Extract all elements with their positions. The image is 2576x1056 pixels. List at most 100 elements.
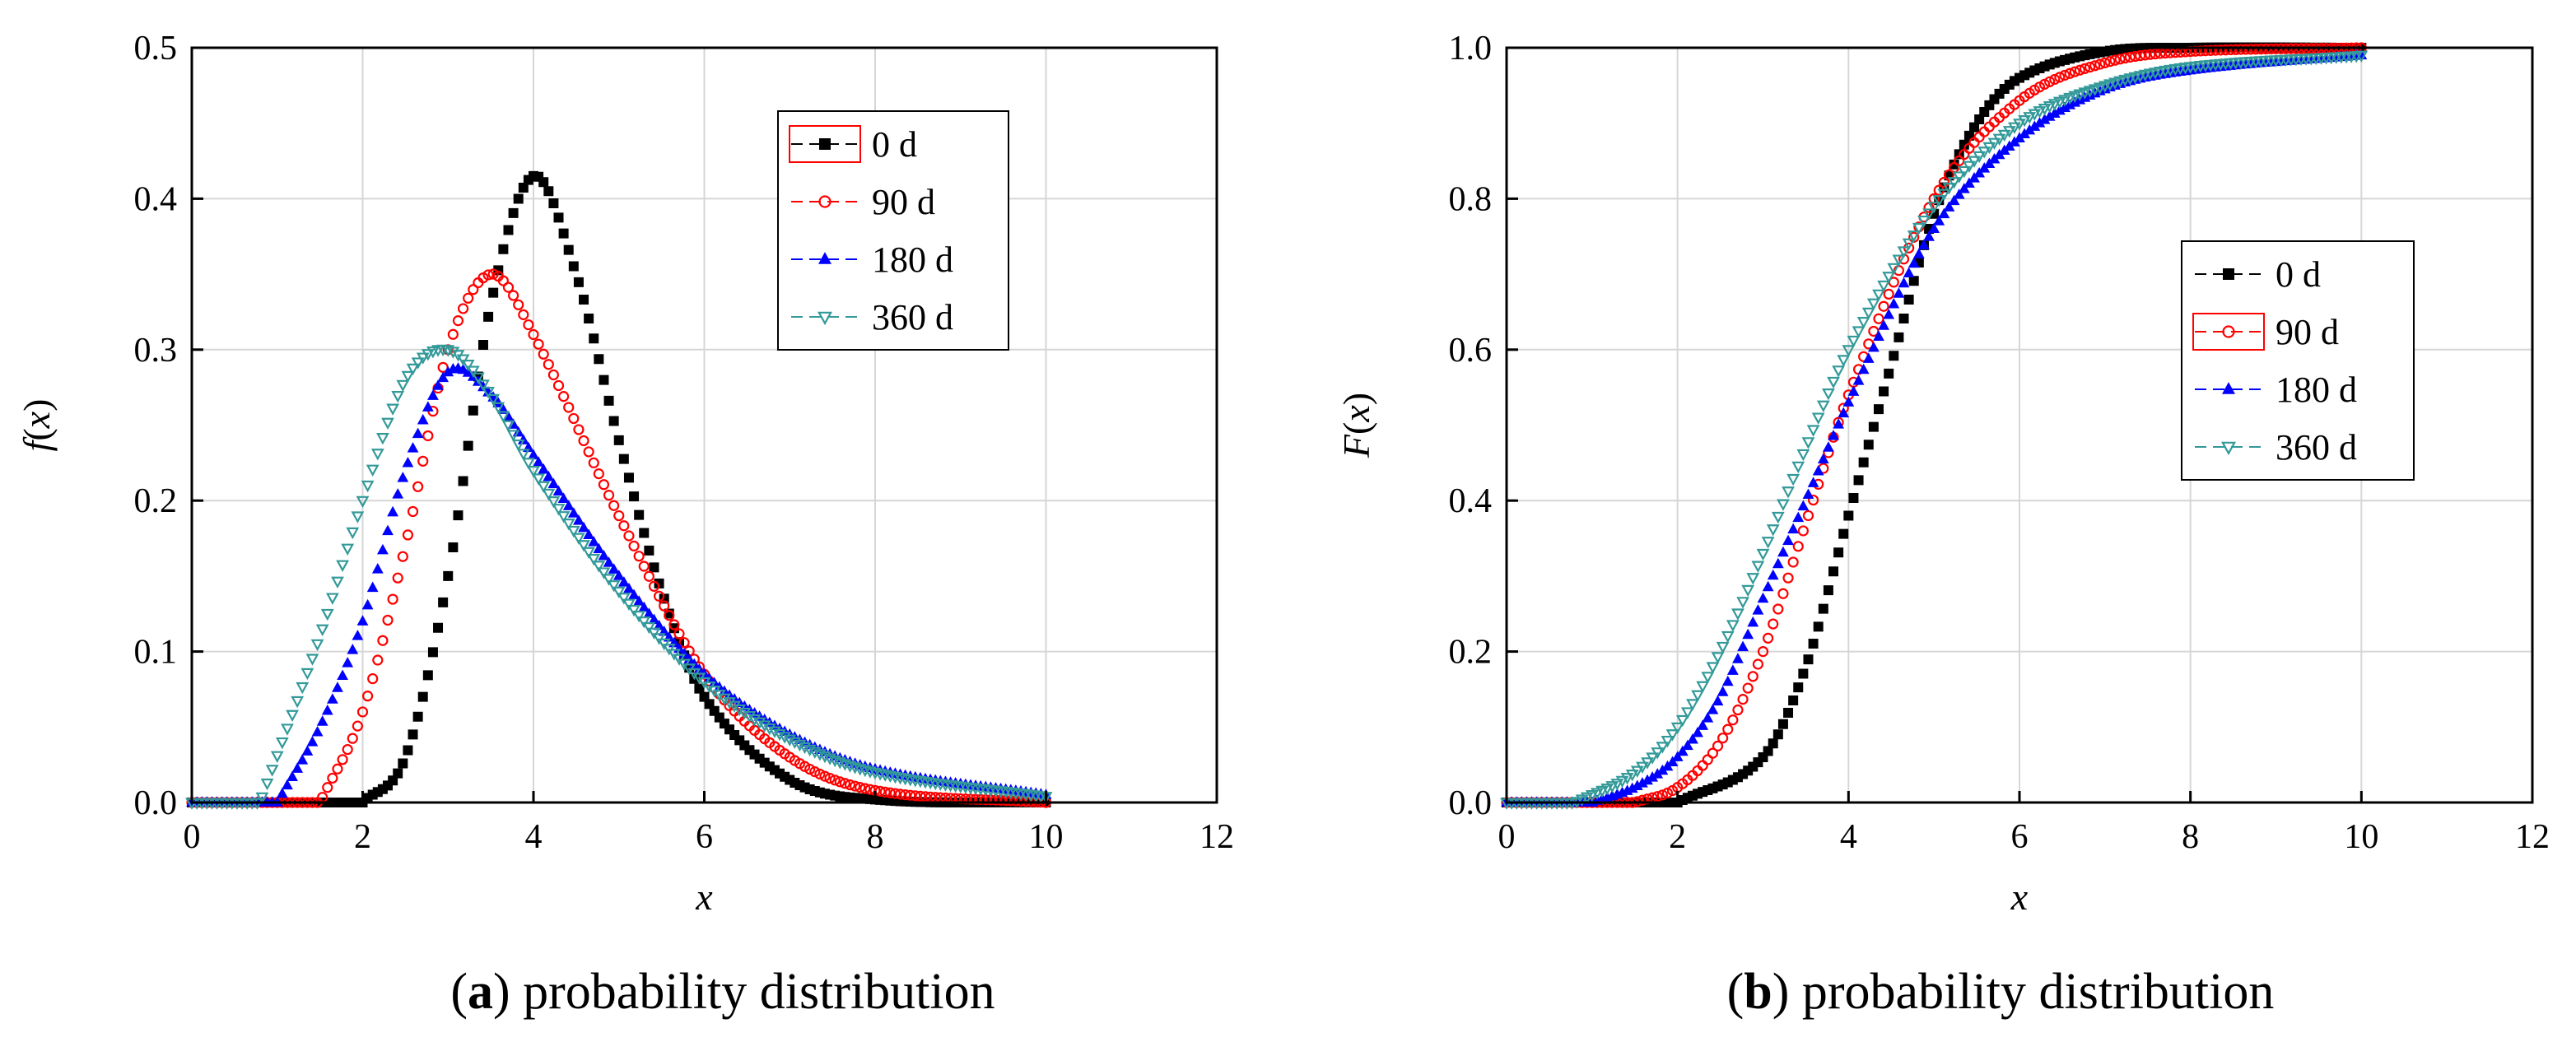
data-point xyxy=(1711,652,1725,664)
data-point xyxy=(538,463,550,474)
data-point xyxy=(2069,66,2080,77)
data-point xyxy=(1792,511,1805,523)
data-point xyxy=(466,365,480,378)
data-point xyxy=(552,504,566,516)
data-point xyxy=(352,720,363,732)
data-point xyxy=(743,710,757,723)
data-point xyxy=(296,682,310,695)
data-point xyxy=(305,654,319,666)
data-point xyxy=(629,491,640,502)
data-point xyxy=(1661,735,1675,748)
data-point xyxy=(2002,126,2016,138)
data-point xyxy=(1691,690,1705,703)
data-point xyxy=(1641,757,1654,770)
x-tick-label: 6 xyxy=(2011,818,2029,856)
data-point xyxy=(1958,183,1970,193)
data-point xyxy=(1742,682,1754,694)
data-point xyxy=(1680,707,1694,719)
data-point xyxy=(793,739,807,752)
data-point xyxy=(1907,230,1921,243)
data-point xyxy=(1651,747,1665,760)
data-point xyxy=(879,786,891,798)
data-point xyxy=(1803,654,1814,665)
data-point xyxy=(1992,133,2006,146)
data-point xyxy=(910,790,921,802)
data-point xyxy=(1938,176,1949,188)
data-point xyxy=(1928,222,1940,233)
data-point xyxy=(1771,511,1785,524)
data-point xyxy=(1858,457,1869,468)
data-point xyxy=(2052,96,2066,109)
data-point xyxy=(1772,557,1784,569)
data-point xyxy=(1802,488,1814,500)
data-point xyxy=(2099,57,2111,68)
data-point xyxy=(653,590,665,602)
data-point xyxy=(516,449,530,461)
data-point xyxy=(1821,388,1835,401)
data-point xyxy=(613,435,624,445)
data-point xyxy=(1772,603,1784,615)
data-point xyxy=(501,420,515,433)
data-point xyxy=(1872,289,1885,302)
data-point xyxy=(433,622,444,633)
data-point xyxy=(398,758,408,769)
data-point xyxy=(306,736,319,747)
legend-label: 180 d xyxy=(872,240,953,280)
data-point xyxy=(627,604,641,617)
data-point xyxy=(552,379,565,392)
data-point xyxy=(628,588,640,600)
data-point xyxy=(768,726,781,738)
data-point xyxy=(1737,640,1749,652)
data-point xyxy=(1889,351,1899,361)
data-point xyxy=(808,747,822,759)
data-point xyxy=(506,430,520,442)
data-point xyxy=(457,303,469,314)
data-point xyxy=(613,509,625,522)
data-point xyxy=(573,514,585,525)
data-point xyxy=(1884,368,1894,379)
y-axis-title-paren: ( xyxy=(16,428,58,440)
data-point xyxy=(341,543,355,556)
data-point xyxy=(603,490,615,501)
data-point xyxy=(1782,486,1795,499)
data-point xyxy=(260,778,274,791)
data-point xyxy=(1877,280,1891,293)
data-point xyxy=(783,734,797,747)
data-point xyxy=(327,772,338,784)
data-point xyxy=(1943,201,1955,212)
data-point xyxy=(1752,658,1763,670)
data-point xyxy=(1786,473,1800,486)
data-point xyxy=(386,403,400,416)
y-axis-title-paren: ) xyxy=(16,399,58,412)
data-point xyxy=(642,621,656,635)
data-point xyxy=(644,545,654,556)
data-point xyxy=(412,711,423,722)
data-point xyxy=(788,737,802,750)
y-tick-label: 0.6 xyxy=(1449,332,1493,370)
data-point xyxy=(584,313,594,323)
data-point xyxy=(1887,263,1901,276)
data-point xyxy=(1741,584,1755,598)
data-point xyxy=(1873,404,1884,415)
data-point xyxy=(597,567,611,579)
data-point xyxy=(639,528,650,538)
data-point xyxy=(411,357,425,370)
data-point xyxy=(382,614,394,626)
data-point xyxy=(2154,48,2166,59)
data-point xyxy=(1615,775,1629,789)
data-point xyxy=(2013,119,2026,131)
data-point xyxy=(778,732,792,744)
data-point xyxy=(408,729,418,740)
data-point xyxy=(2235,44,2247,55)
x-axis-title: x xyxy=(695,876,713,918)
data-point xyxy=(638,561,650,572)
data-point xyxy=(1768,738,1778,749)
x-tick-label: 10 xyxy=(2344,818,2378,856)
data-point xyxy=(1807,477,1819,487)
data-point xyxy=(387,505,399,517)
data-point xyxy=(1792,541,1804,552)
data-point xyxy=(593,542,605,554)
data-point xyxy=(1717,686,1729,696)
data-point xyxy=(1908,276,1919,286)
data-point xyxy=(1817,453,1829,464)
